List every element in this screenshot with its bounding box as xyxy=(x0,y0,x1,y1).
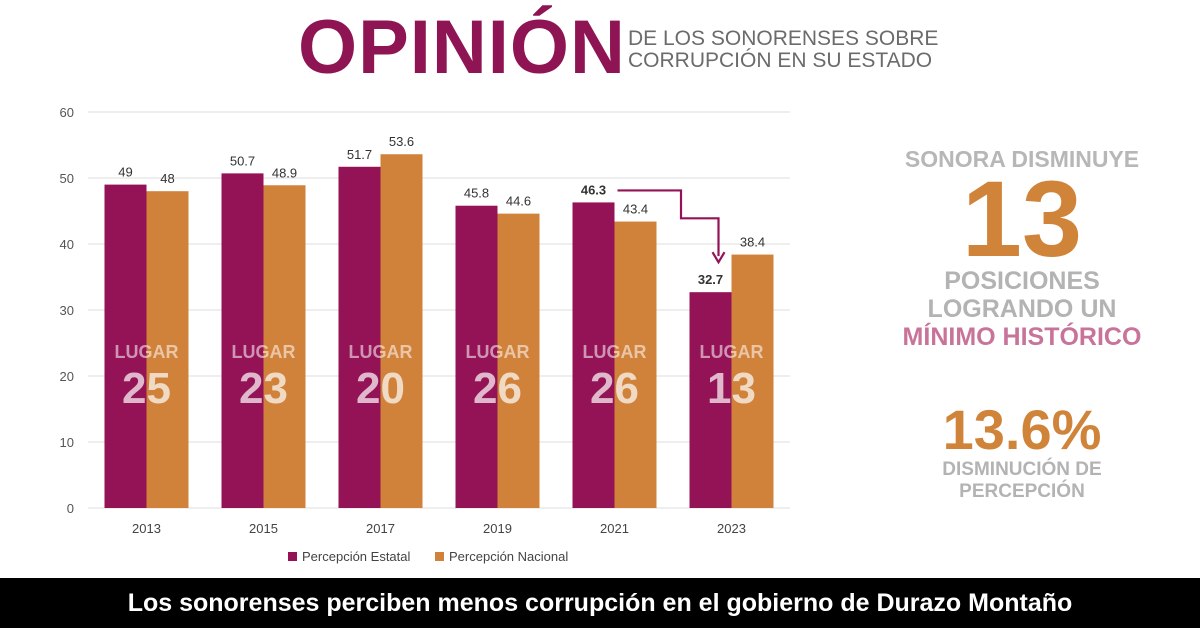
bar-estatal-2023 xyxy=(689,292,732,508)
data-label: 48 xyxy=(160,171,174,186)
grid-lines xyxy=(88,111,790,509)
legend-label: Percepción Estatal xyxy=(302,549,411,564)
lugar-number: 25 xyxy=(122,364,171,413)
lugar-annotations: LUGAR25LUGAR23LUGAR20LUGAR26LUGAR26LUGAR… xyxy=(115,342,764,413)
lugar-number: 26 xyxy=(590,364,639,413)
lugar-label: LUGAR xyxy=(700,342,764,362)
lugar-label: LUGAR xyxy=(466,342,530,362)
x-tick-label: 2023 xyxy=(717,521,746,536)
bar-estatal-2019 xyxy=(455,205,498,508)
x-tick-label: 2017 xyxy=(366,521,395,536)
lugar-number: 23 xyxy=(239,364,288,413)
y-tick-label: 60 xyxy=(60,105,74,120)
decrease-label-1: DISMINUCIÓN DE xyxy=(942,459,1102,480)
lugar-label: LUGAR xyxy=(232,342,296,362)
legend-label: Percepción Nacional xyxy=(449,549,568,564)
y-tick-label: 10 xyxy=(60,435,74,450)
lugar-number: 26 xyxy=(473,364,522,413)
data-label: 44.6 xyxy=(506,194,531,209)
bar-nacional-2021 xyxy=(614,221,657,508)
side-heading: SONORA DISMINUYE xyxy=(904,146,1140,172)
bar-nacional-2019 xyxy=(497,213,540,508)
decrease-label-2: PERCEPCIÓN xyxy=(959,481,1085,502)
bar-nacional-2023 xyxy=(731,254,774,508)
y-tick-label: 20 xyxy=(60,369,74,384)
bar-estatal-2015 xyxy=(221,173,264,508)
x-tick-label: 2021 xyxy=(600,521,629,536)
bars xyxy=(104,154,774,509)
y-tick-label: 0 xyxy=(67,501,74,516)
data-label: 38.4 xyxy=(740,235,765,250)
subtitle-line-2: CORRUPCIÓN EN SU ESTADO xyxy=(628,49,933,72)
y-tick-label: 50 xyxy=(60,171,74,186)
subtitle-line-1: DE LOS SONORENSES SOBRE xyxy=(628,27,939,50)
data-label: 51.7 xyxy=(347,147,372,162)
footer-caption: Los sonorenses perciben menos corrupción… xyxy=(0,578,1200,628)
lugar-number: 13 xyxy=(707,364,756,413)
lugar-label: LUGAR xyxy=(583,342,647,362)
positions-number: 13 xyxy=(961,158,1083,279)
bar-nacional-2013 xyxy=(146,191,189,508)
y-tick-label: 40 xyxy=(60,237,74,252)
legend-swatch xyxy=(288,552,297,561)
x-axis-ticks: 2013 2015 2017 2019 2021 2023 xyxy=(132,521,746,536)
lugar-number: 20 xyxy=(356,364,405,413)
side-achieving-label: LOGRANDO UN xyxy=(927,295,1117,323)
x-tick-label: 2015 xyxy=(249,521,278,536)
y-axis-ticks: 0 10 20 30 40 50 60 xyxy=(60,105,74,516)
data-label: 53.6 xyxy=(389,134,414,149)
side-historic-low-label: MÍNIMO HISTÓRICO xyxy=(902,323,1142,351)
arrow-line xyxy=(617,189,720,257)
bar-estatal-2021 xyxy=(572,202,615,509)
lugar-label: LUGAR xyxy=(349,342,413,362)
legend-swatch xyxy=(435,552,444,561)
decrease-arrow xyxy=(617,189,726,265)
data-label: 46.3 xyxy=(581,182,606,197)
data-label: 50.7 xyxy=(230,153,255,168)
side-panel: SONORA DISMINUYE 13 POSICIONES LOGRANDO … xyxy=(832,140,1200,503)
data-label: 43.4 xyxy=(623,202,648,217)
page-subtitle: DE LOS SONORENSES SOBRE CORRUPCIÓN EN SU… xyxy=(628,28,938,72)
bar-estatal-2013 xyxy=(104,184,147,508)
lugar-label: LUGAR xyxy=(115,342,179,362)
data-label: 32.7 xyxy=(698,272,723,287)
x-tick-label: 2013 xyxy=(132,521,161,536)
page-title: OPINIÓN xyxy=(298,5,626,90)
side-positions-label: POSICIONES xyxy=(944,267,1100,295)
data-label: 49 xyxy=(118,165,132,180)
arrow-head xyxy=(711,251,726,265)
bar-chart: 0 10 20 30 40 50 60 49 50.7 51.7 45.8 46.3 32.7 48 48… xyxy=(60,105,790,564)
bar-nacional-2015 xyxy=(263,185,306,508)
decrease-percent: 13.6% xyxy=(942,398,1102,461)
bar-nacional-2017 xyxy=(380,154,423,509)
legend: Percepción Estatal Percepción Nacional xyxy=(288,549,568,564)
x-tick-label: 2019 xyxy=(483,521,512,536)
bar-estatal-2017 xyxy=(338,166,381,508)
data-labels: 49 50.7 51.7 45.8 46.3 32.7 48 48.9 53.6 44.6 43.4… xyxy=(118,134,765,287)
data-label: 45.8 xyxy=(464,186,489,201)
y-tick-label: 30 xyxy=(60,303,74,318)
data-label: 48.9 xyxy=(272,165,297,180)
